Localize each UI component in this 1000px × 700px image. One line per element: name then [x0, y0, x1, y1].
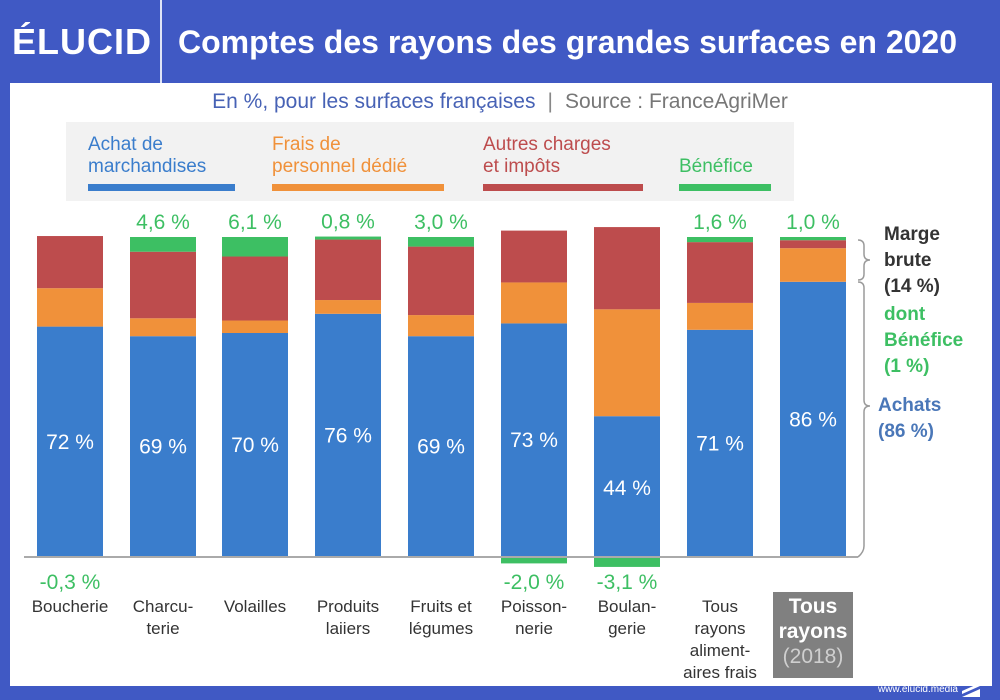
header-divider: [160, 0, 162, 83]
benefice-line-1: dont: [884, 304, 926, 325]
achats-brace: [857, 281, 871, 558]
annotation-marge-brute: Marge brute (14 %): [884, 222, 940, 300]
bar-personnel-5: [501, 282, 567, 324]
bar-achat-2: [222, 333, 288, 557]
bar-achat-6: [594, 416, 660, 557]
benefice-value-label: 4,6 %: [136, 211, 190, 234]
bar-personnel-0: [37, 288, 103, 327]
legend-swatch-personnel: [272, 184, 444, 191]
benefice-line-2: Bénéfice: [884, 330, 964, 351]
subtitle-text: En %, pour les surfaces françaises: [212, 90, 536, 113]
category-year: (2018): [782, 645, 844, 668]
achat-value-label: 44 %: [603, 477, 651, 500]
achats-line-2: (86 %): [878, 421, 934, 442]
marge-brace: [857, 239, 871, 281]
bar-personnel-4: [408, 315, 474, 337]
category-label: Charcu- terie: [132, 597, 194, 638]
category-label: Tous rayons aliment- aires frais: [683, 597, 757, 682]
bar-achat-0: [37, 326, 103, 557]
benefice-value-label: -2,0 %: [504, 571, 565, 594]
legend-label-achat: Achat de marchandises: [88, 134, 207, 177]
category-label-text: Tous rayons: [778, 595, 848, 643]
category-label: Boucherie: [31, 597, 109, 616]
category-label: Tous rayons (2018): [773, 592, 853, 678]
bar-personnel-8: [780, 248, 846, 282]
legend-swatch-benefice: [679, 184, 771, 191]
benefice-value-label: 6,1 %: [228, 211, 282, 234]
bar-autres-4: [408, 246, 474, 316]
bar-benefice-4: [408, 237, 474, 247]
bar-achat-3: [315, 313, 381, 557]
subtitle-separator: |: [547, 90, 553, 113]
bar-autres-7: [687, 242, 753, 303]
bar-personnel-6: [594, 309, 660, 417]
achat-value-label: 71 %: [696, 432, 744, 455]
benefice-value-label: 1,0 %: [786, 211, 840, 234]
bar-autres-3: [315, 239, 381, 301]
category-label: Volailles: [223, 597, 287, 616]
legend: Achat de marchandises Frais de personnel…: [66, 122, 794, 201]
benefice-value-label: -3,1 %: [597, 571, 658, 594]
bar-benefice-2: [222, 237, 288, 257]
benefice-line-3: (1 %): [884, 356, 930, 377]
benefice-value-label: 0,8 %: [321, 211, 375, 234]
achat-value-label: 76 %: [324, 424, 372, 447]
page-title: Comptes des rayons des grandes surfaces …: [178, 24, 958, 60]
bar-benefice-8: [780, 237, 846, 241]
category-label: Boulan- gerie: [597, 597, 657, 638]
benefice-value-label: 3,0 %: [414, 211, 468, 234]
bar-autres-0: [37, 236, 103, 289]
benefice-value-label: 1,6 %: [693, 211, 747, 234]
achat-value-label: 72 %: [46, 431, 94, 454]
legend-swatch-autres: [483, 184, 643, 191]
bar-personnel-7: [687, 302, 753, 330]
benefice-value-label: -0,3 %: [40, 571, 101, 594]
achat-value-label: 73 %: [510, 429, 558, 452]
bar-benefice-3: [315, 236, 381, 240]
marge-line-3: (14 %): [884, 276, 940, 297]
annotation-dont-benefice: dont Bénéfice (1 %): [884, 302, 963, 380]
bar-autres-8: [780, 240, 846, 249]
legend-swatch-achat: [88, 184, 235, 191]
legend-label-autres: Autres charges et impôts: [483, 134, 611, 177]
category-label: Fruits et légumes: [408, 597, 474, 638]
header: ÉLUCID Comptes des rayons des grandes su…: [0, 0, 1000, 83]
elucid-logo: ÉLUCID: [12, 21, 152, 62]
bar-achat-4: [408, 336, 474, 557]
bar-autres-6: [594, 227, 660, 310]
annotation-achats: Achats (86 %): [878, 393, 941, 445]
legend-label-benefice: Bénéfice: [679, 156, 753, 177]
bar-autres-5: [501, 230, 567, 283]
bar-autres-1: [130, 251, 196, 319]
bar-benefice-1: [130, 237, 196, 252]
bar-benefice-6: [594, 557, 660, 567]
achat-value-label: 70 %: [231, 434, 279, 457]
bar-personnel-2: [222, 320, 288, 333]
source-text: Source : FranceAgriMer: [564, 90, 788, 113]
bar-benefice-5: [501, 557, 567, 564]
bar-achat-1: [130, 336, 196, 557]
achat-value-label: 69 %: [139, 436, 187, 459]
bar-benefice-7: [687, 237, 753, 243]
bar-personnel-3: [315, 300, 381, 314]
marge-line-2: brute: [884, 250, 932, 271]
bar-autres-2: [222, 256, 288, 321]
footer-url[interactable]: www.elucid.media: [877, 684, 958, 695]
achat-value-label: 86 %: [789, 408, 837, 431]
bar-achat-8: [780, 281, 846, 557]
legend-label-personnel: Frais de personnel dédié: [272, 134, 408, 177]
marge-line-1: Marge: [884, 224, 940, 245]
category-label: Poisson- nerie: [500, 597, 568, 638]
bar-achat-5: [501, 323, 567, 557]
chart-subtitle: En %, pour les surfaces françaises | Sourc…: [0, 88, 1000, 116]
achat-value-label: 69 %: [417, 436, 465, 459]
elucid-mark-icon: [962, 683, 980, 697]
achats-line-1: Achats: [878, 395, 942, 416]
bar-personnel-1: [130, 318, 196, 337]
category-label: Produits laiiers: [316, 597, 380, 638]
bar-achat-7: [687, 329, 753, 557]
